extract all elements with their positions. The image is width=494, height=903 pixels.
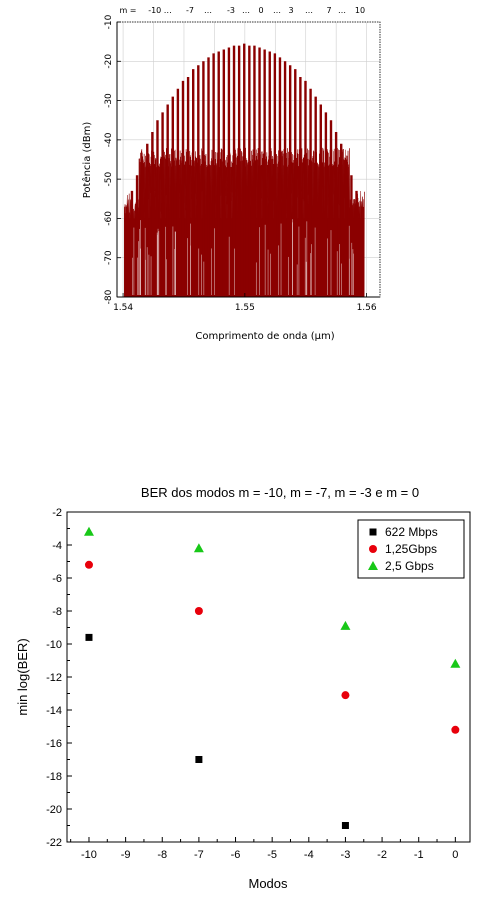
spectrum-y-tick-label: -20 [104,54,114,69]
spectrum-annotation-label: … [204,6,212,15]
spectrum-annotation-label: -3 [227,6,235,15]
spectrum-annotation-label: 7 [326,6,331,15]
spectrum-annotation-label: 0 [258,6,263,15]
spectrum-annotation-label: m = [119,6,136,15]
spectrum-annotation-label: … [273,6,281,15]
spectrum-y-tick-label: -70 [104,250,114,265]
spectrum-y-axis-label: Potência (dBm) [81,122,93,199]
spectrum-annotation-label: 3 [288,6,293,15]
spectrum-x-axis-label: Comprimento de onda (µm) [195,331,334,342]
spectrum-top-annotation: m = -10 … -7 … -3 … 0 … 3 … 7 … 10 [119,6,365,15]
spectrum-y-tick-label: -40 [104,132,114,147]
spectrum-annotation-label: 10 [355,6,365,15]
spectrum-annotation-label: … [338,6,346,15]
spectrum-annotation-label: … [242,6,250,15]
spectrum-y-tick-label: -10 [104,14,114,29]
spectrum-y-tick-label: -50 [104,172,114,187]
spectrum-annotation-label: -10 … [148,6,172,15]
spectrum-y-tick-label: -60 [104,211,114,226]
spectrum-x-tick-label: 1.54 [113,303,133,313]
spectrum-annotation-label: -7 [186,6,194,15]
spectrum-x-tick-label: 1.56 [357,303,377,313]
spectrum-y-tick-label: -30 [104,93,114,108]
spectrum-annotation-label: … [305,6,313,15]
spectrum-x-tick-label: 1.55 [235,303,255,313]
